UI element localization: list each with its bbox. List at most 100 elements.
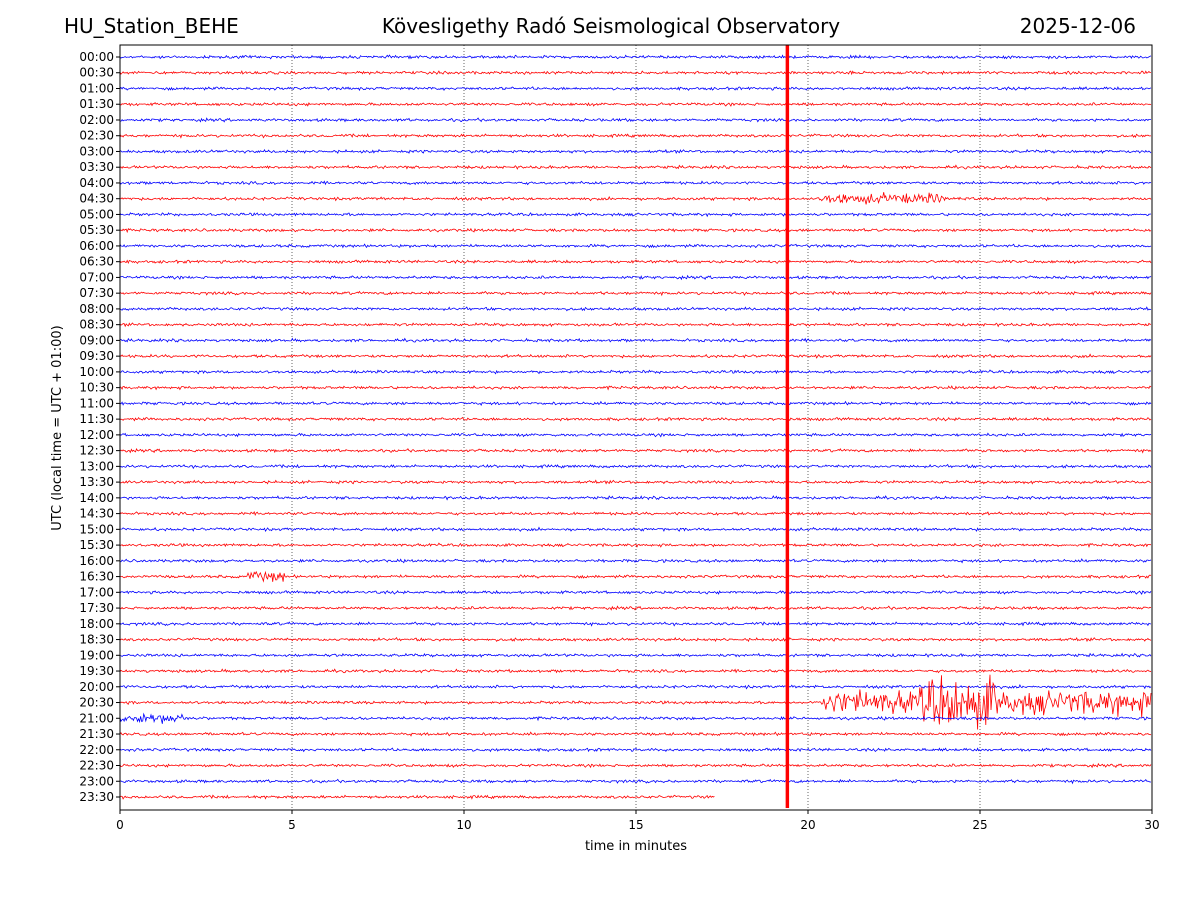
trace-21:30 bbox=[119, 731, 1152, 737]
seismic-traces bbox=[119, 54, 1152, 800]
x-tick-label: 5 bbox=[288, 818, 296, 832]
y-tick-label: 11:00 bbox=[79, 396, 114, 410]
y-tick-label: 12:30 bbox=[79, 444, 114, 458]
trace-14:00 bbox=[119, 495, 1152, 501]
trace-18:30 bbox=[119, 636, 1152, 643]
trace-00:30 bbox=[119, 70, 1152, 76]
y-tick-label: 05:00 bbox=[79, 207, 114, 221]
event-spike bbox=[785, 45, 790, 808]
trace-12:30 bbox=[119, 447, 1152, 454]
trace-13:30 bbox=[120, 479, 1152, 485]
y-tick-label: 14:00 bbox=[79, 491, 114, 505]
trace-22:30 bbox=[119, 762, 1152, 769]
trace-21:00 bbox=[119, 712, 1152, 724]
y-tick-label: 07:00 bbox=[79, 270, 114, 284]
trace-19:30 bbox=[119, 668, 1152, 674]
record-date: 2025-12-06 bbox=[1019, 14, 1136, 38]
trace-04:00 bbox=[119, 180, 1152, 186]
y-tick-label: 11:30 bbox=[79, 412, 114, 426]
trace-12:00 bbox=[119, 432, 1152, 438]
trace-16:00 bbox=[120, 558, 1152, 564]
trace-14:30 bbox=[119, 510, 1152, 516]
trace-10:00 bbox=[119, 369, 1151, 375]
y-tick-label: 04:30 bbox=[79, 192, 114, 206]
trace-20:30 bbox=[119, 674, 1152, 730]
trace-02:00 bbox=[119, 117, 1151, 123]
trace-22:00 bbox=[119, 747, 1152, 753]
x-tick-label: 25 bbox=[972, 818, 987, 832]
station-name: HU_Station_BEHE bbox=[64, 14, 239, 38]
y-tick-label: 14:30 bbox=[79, 507, 114, 521]
y-tick-label: 23:30 bbox=[79, 790, 114, 804]
trace-03:00 bbox=[119, 148, 1152, 155]
y-tick-label: 18:30 bbox=[79, 633, 114, 647]
y-tick-label: 13:00 bbox=[79, 459, 114, 473]
trace-20:00 bbox=[119, 684, 1152, 690]
trace-02:30 bbox=[119, 133, 1152, 139]
y-tick-label: 06:30 bbox=[79, 255, 114, 269]
y-tick-label: 22:00 bbox=[79, 743, 114, 757]
y-tick-label: 03:00 bbox=[79, 144, 114, 158]
y-axis-label: UTC (local time = UTC + 01:00) bbox=[50, 325, 65, 530]
y-tick-label: 01:00 bbox=[79, 81, 114, 95]
x-axis-label: time in minutes bbox=[585, 839, 687, 854]
y-tick-label: 20:30 bbox=[79, 696, 114, 710]
observatory-title: Kövesligethy Radó Seismological Observat… bbox=[381, 14, 841, 38]
trace-16:30 bbox=[119, 570, 1152, 583]
trace-06:30 bbox=[119, 259, 1152, 265]
y-tick-label: 13:30 bbox=[79, 475, 114, 489]
y-tick-label: 20:00 bbox=[79, 680, 114, 694]
trace-11:30 bbox=[119, 416, 1152, 422]
y-tick-label: 12:00 bbox=[79, 428, 114, 442]
trace-15:00 bbox=[120, 526, 1152, 532]
trace-05:00 bbox=[119, 211, 1152, 218]
y-tick-label: 03:30 bbox=[79, 160, 114, 174]
trace-11:00 bbox=[119, 400, 1152, 406]
trace-05:30 bbox=[119, 227, 1152, 234]
trace-15:30 bbox=[119, 542, 1151, 549]
y-tick-label: 16:00 bbox=[79, 554, 114, 568]
trace-23:00 bbox=[119, 778, 1151, 785]
y-tick-label: 04:00 bbox=[79, 176, 114, 190]
trace-01:30 bbox=[119, 101, 1152, 107]
x-tick-label: 10 bbox=[456, 818, 471, 832]
x-tick-label: 20 bbox=[800, 818, 815, 832]
y-tick-label: 05:30 bbox=[79, 223, 114, 237]
y-tick-label: 19:30 bbox=[79, 664, 114, 678]
trace-13:00 bbox=[119, 463, 1152, 470]
y-tick-label: 09:30 bbox=[79, 349, 114, 363]
x-tick-label: 15 bbox=[628, 818, 643, 832]
y-tick-label: 19:00 bbox=[79, 648, 114, 662]
y-tick-label: 10:30 bbox=[79, 381, 114, 395]
trace-03:30 bbox=[119, 164, 1152, 170]
y-tick-label: 15:00 bbox=[79, 522, 114, 536]
y-tick-label: 17:30 bbox=[79, 601, 114, 615]
trace-10:30 bbox=[119, 385, 1152, 391]
trace-07:30 bbox=[119, 290, 1152, 297]
y-tick-label: 18:00 bbox=[79, 617, 114, 631]
trace-17:00 bbox=[119, 589, 1152, 595]
trace-06:00 bbox=[119, 243, 1152, 249]
y-tick-label: 02:00 bbox=[79, 113, 114, 127]
trace-17:30 bbox=[120, 605, 1152, 611]
trace-00:00 bbox=[119, 54, 1152, 60]
trace-23:30 bbox=[119, 794, 715, 800]
x-tick-label: 0 bbox=[116, 818, 124, 832]
y-tick-label: 06:00 bbox=[79, 239, 114, 253]
grid-lines bbox=[291, 45, 981, 810]
trace-07:00 bbox=[119, 274, 1152, 281]
y-tick-label: 21:00 bbox=[79, 711, 114, 725]
trace-01:00 bbox=[119, 86, 1152, 92]
trace-09:30 bbox=[119, 353, 1152, 359]
y-tick-label: 15:30 bbox=[79, 538, 114, 552]
y-tick-label: 21:30 bbox=[79, 727, 114, 741]
y-tick-label: 22:30 bbox=[79, 759, 114, 773]
trace-08:30 bbox=[119, 322, 1152, 328]
trace-18:00 bbox=[119, 621, 1152, 627]
y-tick-label: 01:30 bbox=[79, 97, 114, 111]
y-tick-label: 17:00 bbox=[79, 585, 114, 599]
trace-19:00 bbox=[119, 652, 1152, 658]
y-tick-label: 16:30 bbox=[79, 570, 114, 584]
y-tick-label: 07:30 bbox=[79, 286, 114, 300]
